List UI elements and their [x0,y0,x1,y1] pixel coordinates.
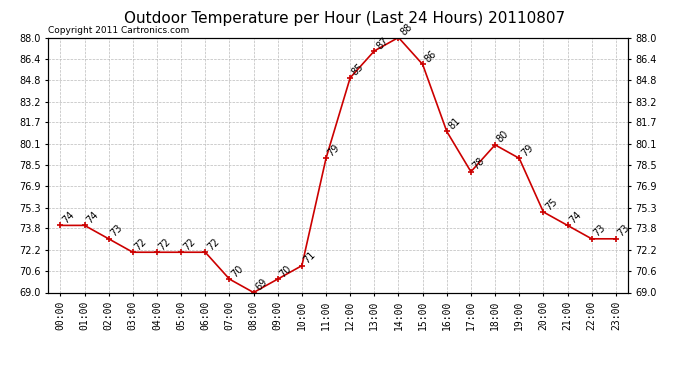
Text: 79: 79 [520,142,535,158]
Text: 78: 78 [471,156,486,172]
Text: 85: 85 [351,62,366,78]
Text: 88: 88 [399,22,414,38]
Text: 72: 72 [157,236,173,252]
Text: 81: 81 [447,116,462,132]
Text: 75: 75 [544,196,560,212]
Text: 80: 80 [495,129,511,145]
Text: Outdoor Temperature per Hour (Last 24 Hours) 20110807: Outdoor Temperature per Hour (Last 24 Ho… [124,11,566,26]
Text: 86: 86 [423,49,438,64]
Text: Copyright 2011 Cartronics.com: Copyright 2011 Cartronics.com [48,26,190,35]
Text: 73: 73 [109,223,124,239]
Text: 71: 71 [302,250,317,266]
Text: 72: 72 [206,236,221,252]
Text: 74: 74 [61,210,76,225]
Text: 72: 72 [133,236,149,252]
Text: 70: 70 [278,263,293,279]
Text: 70: 70 [230,263,245,279]
Text: 73: 73 [616,223,631,239]
Text: 87: 87 [375,35,390,51]
Text: 72: 72 [181,236,197,252]
Text: 73: 73 [592,223,607,239]
Text: 79: 79 [326,142,342,158]
Text: 74: 74 [85,210,100,225]
Text: 74: 74 [568,210,583,225]
Text: 69: 69 [254,277,269,292]
